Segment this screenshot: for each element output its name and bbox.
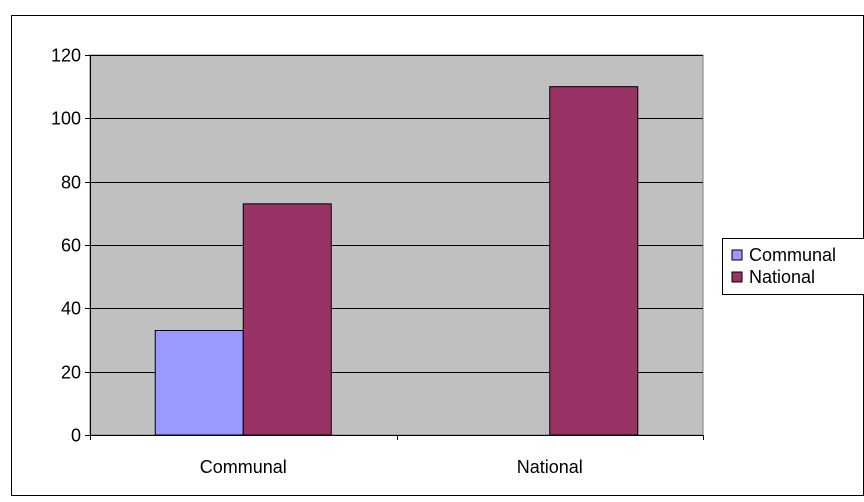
y-tick-label: 60: [61, 236, 81, 256]
x-tick-label: Communal: [200, 457, 287, 477]
bar-national-national: [550, 87, 638, 435]
legend-swatch-communal: [732, 250, 742, 260]
y-tick-label: 80: [61, 173, 81, 193]
legend-swatch-national: [732, 272, 742, 282]
legend: Communal National: [723, 239, 864, 295]
legend-label-national: National: [749, 267, 815, 287]
y-tick-label: 0: [71, 426, 81, 446]
x-tick-label: National: [517, 457, 583, 477]
y-tick-label: 100: [51, 109, 81, 129]
legend-label-communal: Communal: [749, 245, 836, 265]
y-tick-label: 40: [61, 299, 81, 319]
y-tick-label: 20: [61, 363, 81, 383]
y-tick-label: 120: [51, 46, 81, 66]
bar-communal-communal: [155, 331, 243, 436]
bar-national-communal: [243, 204, 331, 435]
